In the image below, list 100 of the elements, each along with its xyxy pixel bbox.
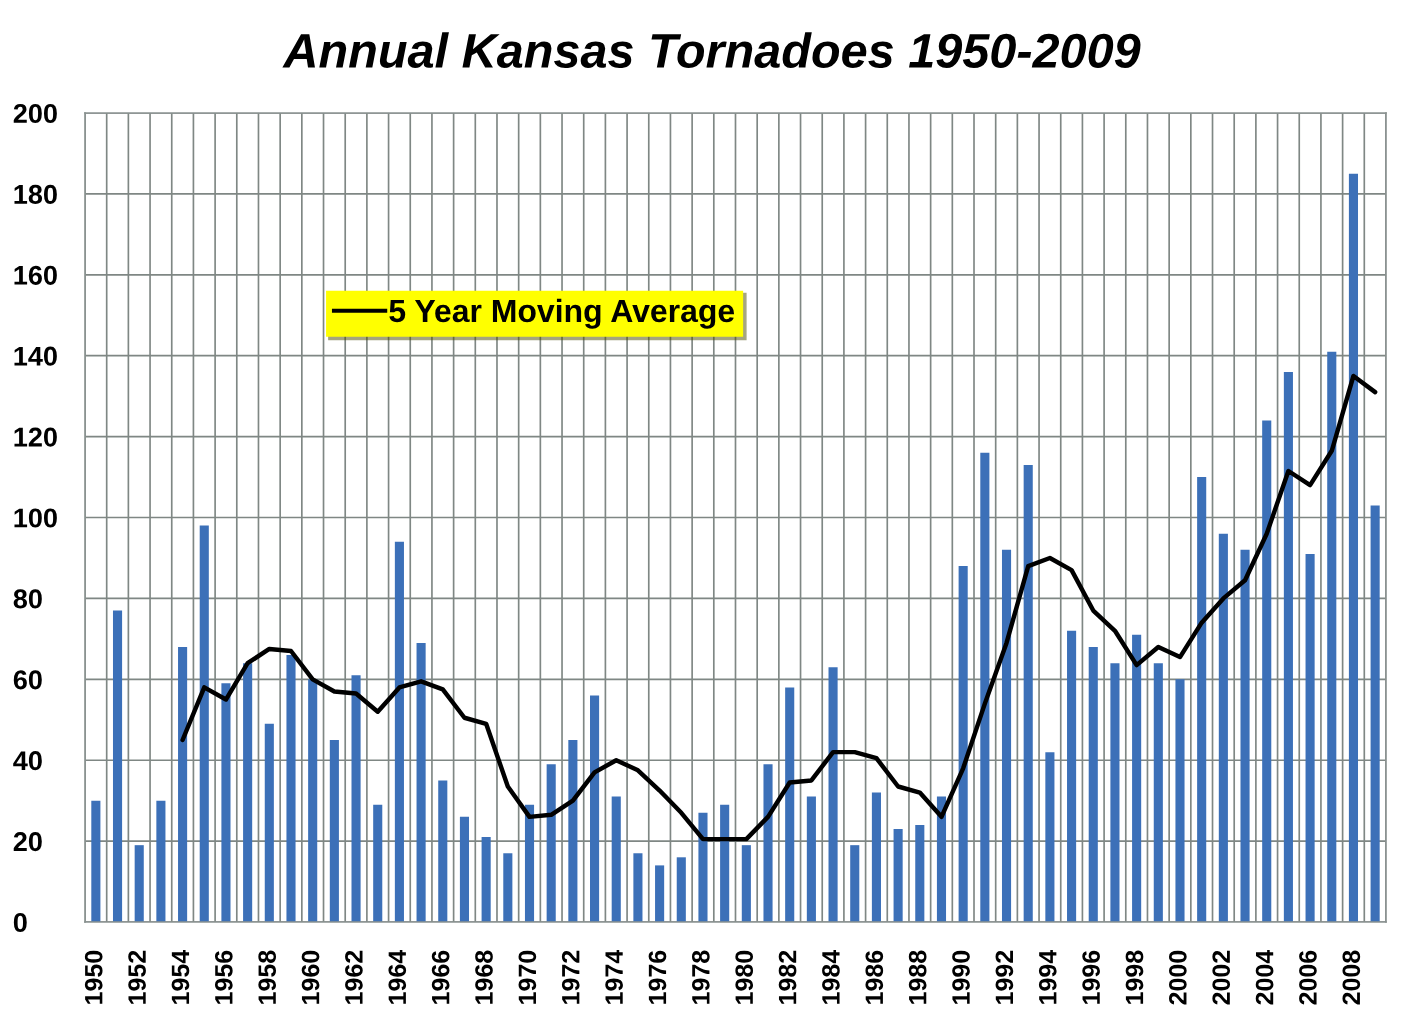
y-tick-label: 160: [14, 265, 57, 285]
bar: [416, 642, 426, 923]
y-tick-label: 40: [13, 751, 42, 771]
bar: [1262, 420, 1272, 923]
x-tick-label: 1950: [84, 950, 103, 1004]
bar: [806, 796, 816, 923]
x-tick-label: 2006: [1299, 950, 1317, 1005]
bar: [112, 610, 123, 923]
x-tick-label: 1984: [822, 949, 840, 1004]
bar: [1067, 630, 1077, 923]
bar: [394, 541, 404, 923]
y-tick-label: 140: [14, 346, 57, 366]
bar: [676, 857, 686, 923]
x-tick-label: 1994: [1038, 949, 1057, 1004]
y-tick-label: 60: [13, 670, 42, 690]
bar: [1153, 663, 1163, 923]
bar: [611, 796, 621, 923]
x-tick-label: 1976: [648, 950, 667, 1004]
bar: [1045, 752, 1055, 923]
bar: [438, 780, 448, 923]
bar: [980, 452, 990, 923]
x-tick-label: 2000: [1169, 950, 1187, 1005]
x-tick-label: 1968: [475, 950, 493, 1004]
bar: [1023, 464, 1033, 923]
x-tick-label: 1974: [605, 949, 623, 1004]
bar: [134, 845, 144, 923]
bar: [1218, 533, 1228, 923]
bar: [590, 695, 600, 923]
bar: [915, 824, 925, 923]
bar: [828, 667, 838, 923]
bar: [1132, 634, 1142, 923]
x-tick-label: 1952: [128, 950, 146, 1004]
bar: [459, 816, 470, 923]
bar: [91, 800, 101, 923]
bar: [1240, 549, 1250, 923]
bar: [286, 655, 296, 923]
x-tick-label: 2004: [1255, 949, 1274, 1005]
bar: [503, 853, 513, 923]
bar: [785, 687, 795, 923]
legend-label: 5 Year Moving Average: [389, 298, 735, 329]
x-tick-label: 1978: [691, 950, 710, 1004]
bar: [178, 646, 188, 923]
bar: [741, 845, 751, 923]
x-tick-label: 1972: [561, 950, 580, 1004]
chart-title: Annual Kansas Tornadoes 1950-2009: [282, 32, 1141, 69]
bar: [720, 804, 730, 923]
bar: [481, 837, 491, 923]
bar: [633, 853, 643, 923]
y-tick-label: 180: [14, 184, 57, 204]
x-tick-label: 1980: [735, 950, 754, 1004]
y-tick-label: 20: [13, 832, 42, 852]
x-tick-label: 1956: [214, 950, 233, 1004]
x-tick-label: 1982: [778, 950, 797, 1004]
x-tick-label: 1986: [865, 950, 884, 1004]
bar: [1197, 477, 1207, 923]
bar: [871, 792, 881, 923]
bar: [373, 804, 383, 923]
bar: [1348, 173, 1359, 923]
bar: [1370, 505, 1380, 923]
bar: [221, 683, 231, 923]
bar: [958, 566, 968, 923]
x-tick-label: 1964: [388, 949, 407, 1004]
x-tick-label: 1958: [258, 950, 277, 1004]
x-tick-label: 1998: [1125, 950, 1144, 1004]
bar: [763, 764, 773, 923]
y-tick-label: 100: [14, 508, 57, 528]
bar: [524, 804, 535, 923]
bar: [1110, 663, 1120, 923]
x-tick-label: 1954: [171, 949, 190, 1004]
bar: [243, 663, 253, 923]
bar: [850, 845, 860, 923]
bar: [351, 675, 361, 923]
bar: [655, 865, 665, 923]
bar: [1001, 549, 1012, 923]
x-tick-label: 1988: [908, 950, 927, 1004]
y-tick-label: 120: [14, 427, 57, 447]
bar: [936, 796, 947, 923]
x-tick-label: 1970: [518, 950, 537, 1004]
bar: [546, 764, 556, 923]
bar: [1327, 351, 1337, 923]
line-series: [180, 373, 1378, 842]
bar: [199, 525, 209, 923]
y-tick-label: 200: [13, 103, 57, 124]
x-tick-label: 1996: [1082, 950, 1100, 1004]
x-tick-label: 1960: [301, 950, 320, 1004]
bar: [156, 800, 166, 923]
bar: [893, 828, 903, 923]
x-tick-label: 2008: [1342, 950, 1361, 1005]
bar: [1283, 371, 1293, 923]
y-tick-label: 0: [13, 912, 27, 933]
x-tick-label: 1962: [345, 950, 363, 1004]
x-tick-label: 1990: [952, 950, 970, 1004]
x-tick-label: 1966: [431, 950, 450, 1004]
bar: [568, 739, 578, 923]
x-tick-label: 2002: [1212, 950, 1231, 1005]
bar: [1175, 679, 1185, 923]
bar: [1088, 646, 1098, 923]
bar: [329, 739, 339, 923]
bar: [308, 679, 318, 923]
bar: [698, 812, 708, 923]
